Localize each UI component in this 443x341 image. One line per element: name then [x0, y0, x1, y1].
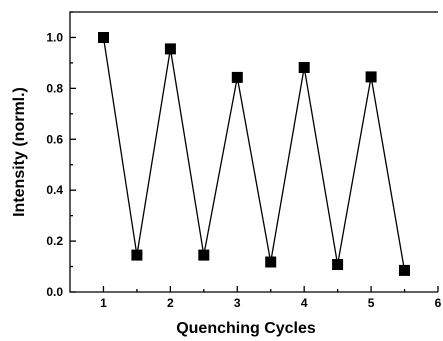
data-point	[332, 259, 344, 270]
data-point	[98, 32, 109, 43]
x-tick-label: 6	[435, 296, 442, 310]
data-point	[164, 43, 176, 55]
data-point	[298, 62, 310, 73]
data-point	[399, 264, 410, 276]
data-point	[365, 71, 377, 83]
data-point	[231, 71, 243, 83]
data-point	[265, 256, 277, 268]
x-tick-label: 2	[167, 296, 174, 310]
y-tick-label: 0.2	[46, 234, 63, 248]
axis-frame	[69, 11, 438, 293]
x-tick-label: 1	[100, 296, 107, 310]
y-tick-label: 0.6	[46, 132, 63, 146]
series-line	[102, 37, 406, 271]
data-point	[131, 249, 143, 261]
x-tick-label: 5	[368, 296, 375, 310]
y-tick-label: 0.4	[46, 183, 63, 197]
y-tick-label: 0.8	[46, 81, 63, 95]
x-tick-label: 4	[301, 296, 308, 310]
series-group	[98, 32, 410, 276]
y-axis-label: Intensity (norml.)	[11, 87, 28, 217]
ticks: 1 2 3 4 5 6 0.0 0.2 0.4 0.6 0.8 1.0	[46, 11, 442, 310]
y-tick-label: 0.0	[46, 285, 63, 299]
plot-area	[69, 11, 438, 293]
data-point	[198, 249, 210, 261]
x-tick-label: 3	[234, 296, 241, 310]
x-axis-label: Quenching Cycles	[176, 320, 316, 337]
y-tick-label: 1.0	[46, 30, 63, 44]
